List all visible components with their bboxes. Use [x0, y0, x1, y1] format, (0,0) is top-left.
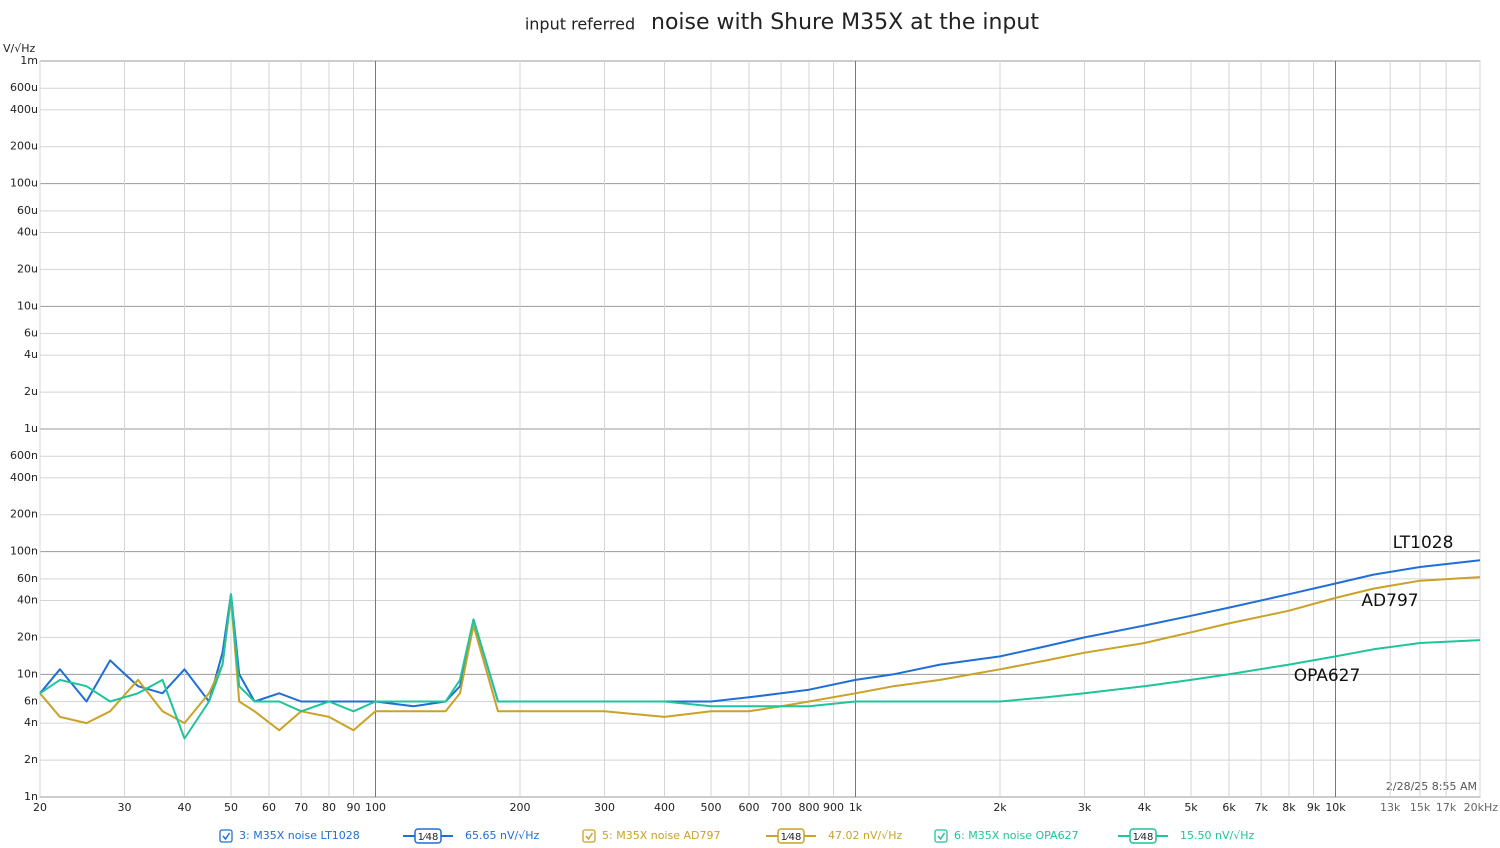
- x-tick-label: 500: [701, 801, 722, 814]
- x-tick-label: 20kHz: [1464, 801, 1499, 814]
- x-tick-label: 90: [347, 801, 361, 814]
- y-tick-label: 10n: [17, 667, 38, 680]
- x-tick-label: 900: [823, 801, 844, 814]
- y-tick-label: 1m: [20, 54, 38, 67]
- legend-reading: 15.50 nV/√Hz: [1180, 829, 1254, 842]
- x-tick-label: 80: [322, 801, 336, 814]
- legend-smoothing-box: [1129, 828, 1157, 844]
- x-tick-label: 13k: [1380, 801, 1401, 814]
- legend-name: 6: M35X noise OPA627: [954, 829, 1079, 842]
- legend-smoothing: 1⁄48: [418, 832, 439, 843]
- x-tick-label: 9k: [1307, 801, 1321, 814]
- legend-name: 3: M35X noise LT1028: [239, 829, 360, 842]
- y-tick-label: 600n: [10, 449, 38, 462]
- grid: [39, 60, 1481, 798]
- y-tick-label: 400n: [10, 471, 38, 484]
- x-tick-label: 40: [177, 801, 191, 814]
- legend-checkbox[interactable]: [582, 829, 596, 843]
- y-tick-label: 2n: [24, 753, 38, 766]
- x-tick-label: 5k: [1184, 801, 1198, 814]
- x-tick-label: 10k: [1325, 801, 1346, 814]
- x-tick-label: 800: [798, 801, 819, 814]
- y-axis-label: V/√Hz: [3, 42, 36, 55]
- y-tick-label: 200u: [10, 140, 38, 153]
- y-tick-label: 200n: [10, 508, 38, 521]
- legend-smoothing: 1⁄48: [781, 832, 802, 843]
- legend-checkbox[interactable]: [934, 829, 948, 843]
- chart-subtitle: input referred: [525, 15, 635, 34]
- x-tick-label: 3k: [1078, 801, 1092, 814]
- y-tick-label: 20n: [17, 630, 38, 643]
- x-tick-label: 30: [118, 801, 132, 814]
- y-tick-label: 600u: [10, 81, 38, 94]
- y-tick-label: 100u: [10, 177, 38, 190]
- x-tick-label: 300: [594, 801, 615, 814]
- legend-check: [222, 832, 231, 841]
- y-tick-label: 1n: [24, 790, 38, 803]
- legend-check: [937, 832, 946, 841]
- legend-checkbox[interactable]: [219, 829, 233, 843]
- curve-label: AD797: [1361, 591, 1418, 611]
- legend-check: [585, 832, 594, 841]
- legend-name: 5: M35X noise AD797: [602, 829, 720, 842]
- y-tick-label: 60u: [17, 204, 38, 217]
- x-tick-label: 70: [294, 801, 308, 814]
- legend-smoothing-box: [777, 828, 805, 844]
- y-tick-label: 400u: [10, 103, 38, 116]
- legend-reading: 47.02 nV/√Hz: [828, 829, 902, 842]
- x-tick-label: 20: [33, 801, 47, 814]
- curve-label: LT1028: [1393, 533, 1454, 553]
- x-tick-label: 1k: [849, 801, 863, 814]
- y-tick-label: 40u: [17, 225, 38, 238]
- x-tick-label: 15k: [1410, 801, 1431, 814]
- series-line: [39, 576, 1481, 732]
- x-tick-label: 400: [654, 801, 675, 814]
- y-tick-label: 40n: [17, 593, 38, 606]
- y-tick-label: 2u: [24, 385, 38, 398]
- x-tick-label: 7k: [1254, 801, 1268, 814]
- y-tick-label: 1u: [24, 422, 38, 435]
- y-tick-label: 4n: [24, 716, 38, 729]
- x-tick-label: 200: [510, 801, 531, 814]
- y-tick-label: 60n: [17, 572, 38, 585]
- y-tick-label: 6u: [24, 327, 38, 340]
- x-tick-label: 4k: [1138, 801, 1152, 814]
- y-tick-label: 20u: [17, 262, 38, 275]
- x-tick-label: 6k: [1222, 801, 1236, 814]
- legend-smoothing-box: [414, 828, 442, 844]
- y-tick-label: 10u: [17, 299, 38, 312]
- chart-title: noise with Shure M35X at the input: [651, 10, 1039, 35]
- y-tick-label: 4u: [24, 348, 38, 361]
- x-tick-label: 700: [771, 801, 792, 814]
- legend-reading: 65.65 nV/√Hz: [465, 829, 539, 842]
- y-tick-label: 6n: [24, 695, 38, 708]
- x-tick-label: 100: [365, 801, 386, 814]
- x-tick-label: 8k: [1282, 801, 1296, 814]
- x-tick-label: 60: [262, 801, 276, 814]
- curve-label: OPA627: [1294, 666, 1361, 686]
- y-tick-label: 100n: [10, 545, 38, 558]
- legend-smoothing: 1⁄48: [1133, 832, 1154, 843]
- x-tick-label: 50: [224, 801, 238, 814]
- series-line: [39, 593, 1481, 740]
- timestamp: 2/28/25 8:55 AM: [1386, 780, 1477, 793]
- x-tick-label: 17k: [1436, 801, 1457, 814]
- x-tick-label: 600: [739, 801, 760, 814]
- x-tick-label: 2k: [993, 801, 1007, 814]
